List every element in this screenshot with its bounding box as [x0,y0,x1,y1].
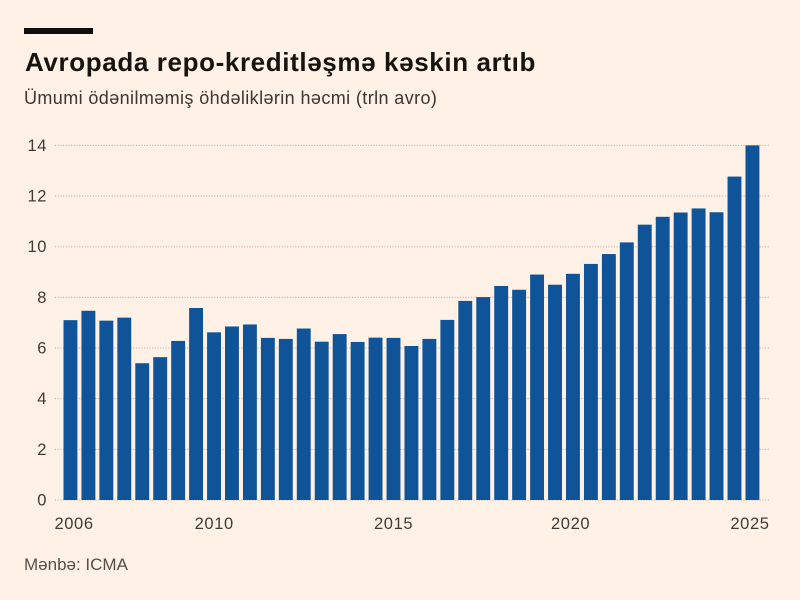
svg-text:14: 14 [27,137,47,155]
svg-text:10: 10 [27,238,47,256]
svg-text:6: 6 [37,340,47,358]
svg-text:2010: 2010 [195,515,234,533]
svg-text:2: 2 [37,441,47,459]
svg-text:0: 0 [37,492,47,510]
svg-text:8: 8 [37,289,47,307]
svg-text:2020: 2020 [551,515,590,533]
svg-text:2006: 2006 [55,515,94,533]
svg-text:12: 12 [27,188,47,206]
svg-text:4: 4 [37,390,47,408]
svg-text:2025: 2025 [730,515,769,533]
svg-text:2015: 2015 [374,515,413,533]
